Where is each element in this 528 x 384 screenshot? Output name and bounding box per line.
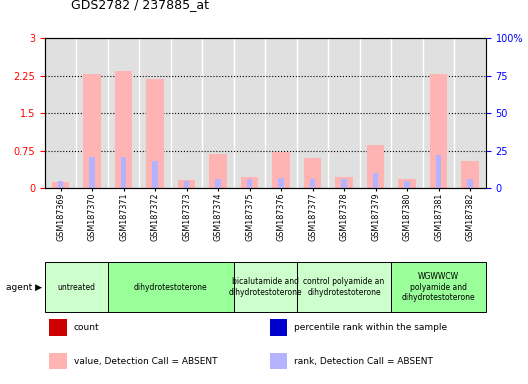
Bar (404, 181, 410, 188)
Bar (310, 179, 315, 188)
Bar (367, 145, 384, 188)
FancyBboxPatch shape (234, 262, 297, 312)
Bar (270, 353, 287, 369)
Text: rank, Detection Call = ABSENT: rank, Detection Call = ABSENT (294, 357, 433, 366)
Bar (270, 319, 287, 336)
Bar (49, 353, 67, 369)
Text: bicalutamide and
dihydrotestoterone: bicalutamide and dihydrotestoterone (229, 277, 302, 297)
Bar (58, 181, 63, 188)
Text: value, Detection Call = ABSENT: value, Detection Call = ABSENT (73, 357, 217, 366)
Bar (373, 173, 379, 188)
Bar (215, 179, 221, 188)
Text: dihydrotestoterone: dihydrotestoterone (134, 283, 208, 291)
Bar (436, 155, 441, 188)
Bar (49, 319, 67, 336)
Bar (304, 158, 321, 188)
Bar (184, 181, 190, 188)
Bar (178, 180, 195, 188)
Bar (146, 79, 164, 188)
Bar (247, 179, 252, 188)
Bar (467, 179, 473, 188)
Bar (341, 179, 347, 188)
Text: control polyamide an
dihydrotestoterone: control polyamide an dihydrotestoterone (304, 277, 385, 297)
Bar (89, 157, 95, 188)
Bar (272, 152, 290, 188)
Bar (335, 177, 353, 188)
Bar (210, 154, 227, 188)
FancyBboxPatch shape (45, 262, 108, 312)
Text: GDS2782 / 237885_at: GDS2782 / 237885_at (71, 0, 209, 12)
FancyBboxPatch shape (108, 262, 234, 312)
Text: agent ▶: agent ▶ (6, 283, 42, 291)
Bar (152, 161, 158, 188)
FancyBboxPatch shape (297, 262, 391, 312)
Bar (121, 157, 126, 188)
Bar (278, 178, 284, 188)
Bar (461, 161, 479, 188)
Text: percentile rank within the sample: percentile rank within the sample (294, 323, 447, 332)
Bar (398, 179, 416, 188)
Bar (430, 74, 447, 188)
Bar (52, 182, 69, 188)
Text: count: count (73, 323, 99, 332)
Bar (83, 74, 101, 188)
Bar (115, 71, 133, 188)
Text: WGWWCW
polyamide and
dihydrotestoterone: WGWWCW polyamide and dihydrotestoterone (402, 272, 475, 302)
Bar (241, 177, 258, 188)
Text: untreated: untreated (58, 283, 96, 291)
FancyBboxPatch shape (391, 262, 486, 312)
